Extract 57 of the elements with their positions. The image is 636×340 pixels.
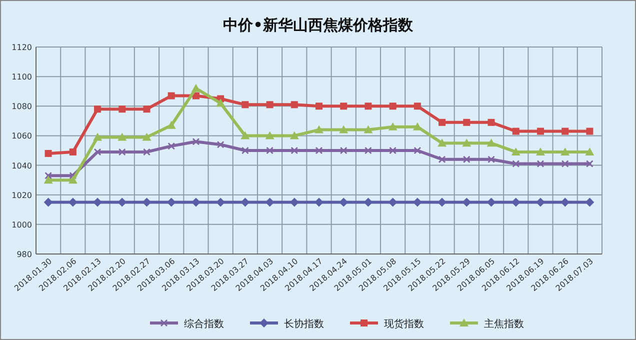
point xyxy=(93,132,102,141)
point xyxy=(562,128,569,135)
point xyxy=(486,138,496,147)
point xyxy=(166,120,176,129)
point xyxy=(142,132,152,141)
point xyxy=(463,118,470,126)
point xyxy=(585,147,594,156)
point xyxy=(364,125,373,134)
y-tick-label: 1120 xyxy=(12,43,32,52)
point xyxy=(168,92,175,100)
point xyxy=(118,132,127,141)
point xyxy=(536,147,545,156)
point xyxy=(118,106,126,113)
point xyxy=(314,198,324,207)
point xyxy=(290,131,299,140)
point xyxy=(340,102,348,110)
point xyxy=(290,101,298,108)
point xyxy=(314,125,324,134)
legend-label: 综合指数 xyxy=(184,318,224,330)
point xyxy=(216,98,226,107)
y-tick-label: 1080 xyxy=(12,102,32,112)
point xyxy=(339,125,348,134)
y-tick-label: 1040 xyxy=(12,161,32,170)
point xyxy=(68,176,78,184)
legend-label: 现货指数 xyxy=(384,318,424,330)
point xyxy=(143,106,150,113)
point xyxy=(511,147,520,156)
point xyxy=(69,148,76,156)
y-tick-label: 1060 xyxy=(12,132,32,141)
legend-label: 长协指数 xyxy=(284,318,324,330)
y-tick-label: 1100 xyxy=(12,72,32,82)
point xyxy=(560,147,570,156)
point xyxy=(388,122,398,130)
point xyxy=(44,150,52,157)
y-tick-label: 1000 xyxy=(12,220,32,230)
point xyxy=(462,138,472,147)
y-tick-label: 1020 xyxy=(12,190,32,200)
point xyxy=(536,128,544,135)
y-tick-label: 980 xyxy=(16,250,32,259)
point xyxy=(389,102,396,110)
point xyxy=(414,102,421,110)
legend-label: 主焦指数 xyxy=(484,318,524,330)
point xyxy=(586,128,594,135)
point xyxy=(265,131,274,140)
point xyxy=(192,92,200,100)
point xyxy=(438,138,447,147)
point xyxy=(94,106,102,113)
point xyxy=(364,102,372,110)
point xyxy=(512,128,520,135)
point xyxy=(242,101,249,108)
point xyxy=(316,102,322,110)
point xyxy=(266,101,274,108)
point xyxy=(44,176,53,184)
point xyxy=(438,118,446,126)
chart-title: 中价•新华山西焦煤价格指数 xyxy=(223,16,414,34)
point xyxy=(240,131,250,140)
point xyxy=(488,118,495,126)
